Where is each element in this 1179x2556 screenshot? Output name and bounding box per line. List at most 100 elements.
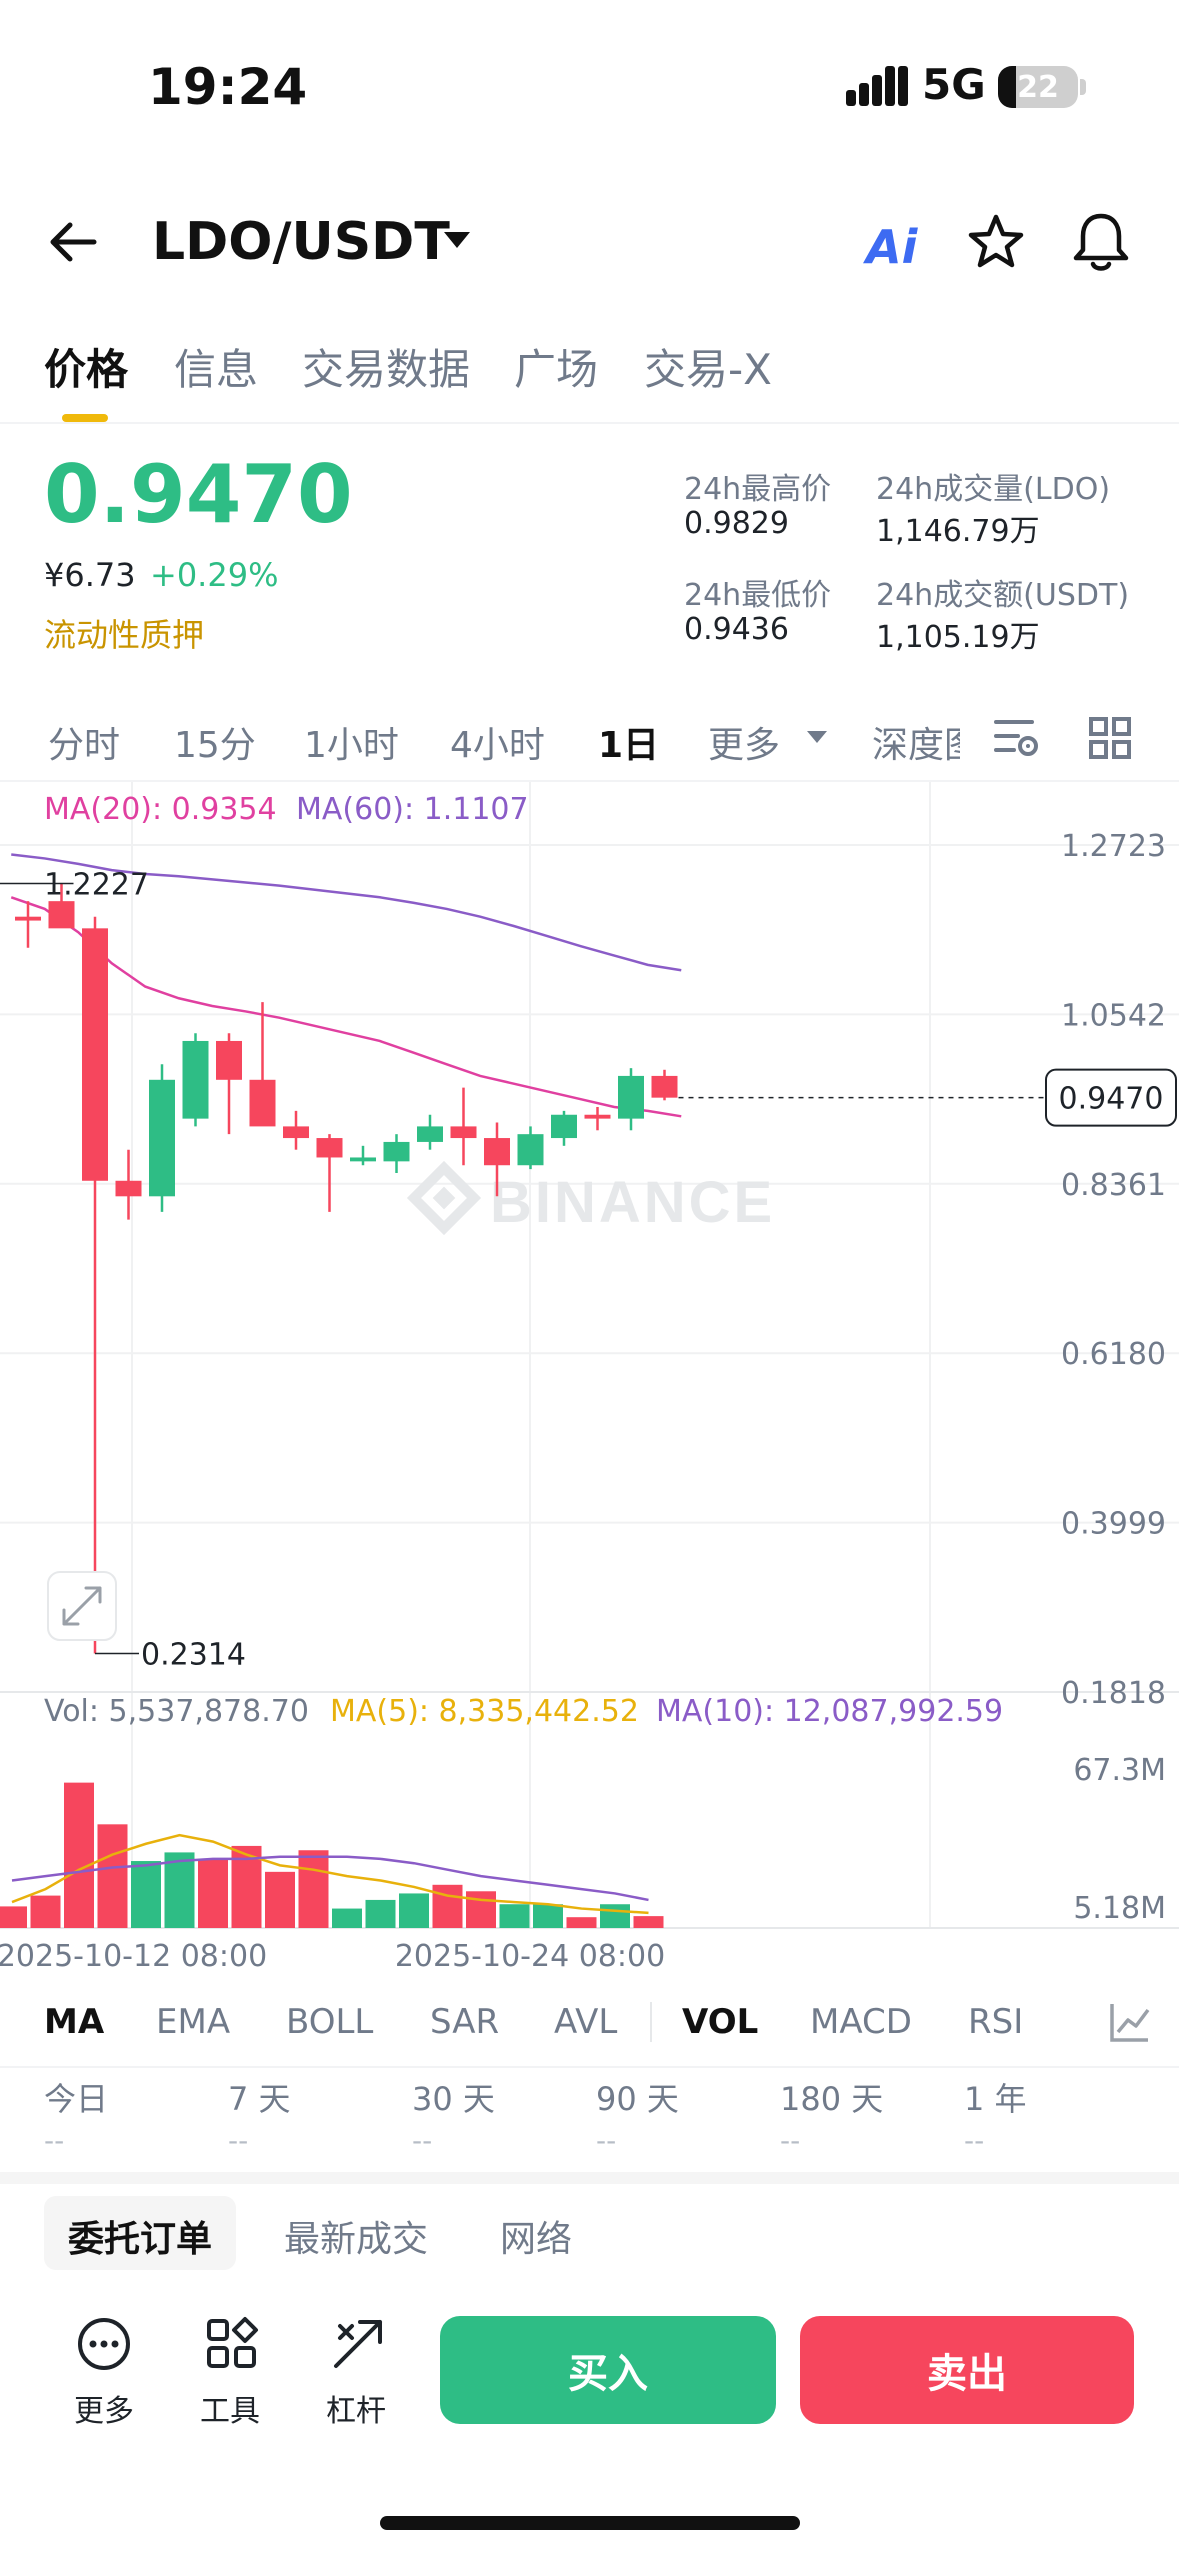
period-1y-label: 1 年 [964,2080,1027,2118]
candle-body [15,916,41,921]
tab-active-indicator [62,414,108,422]
divider [0,780,1179,782]
indicator-ema[interactable]: EMA [156,2002,231,2042]
tab-open-orders[interactable]: 委托订单 [68,2219,213,2260]
candle-body [182,1040,209,1119]
indicator-sar[interactable]: SAR [430,2002,500,2042]
y-axis-label: 0.3999 [1061,1507,1166,1542]
volume-bar [198,1858,228,1928]
indicator-macd[interactable]: MACD [810,2002,912,2042]
y-axis-label: 0.1818 [1061,1676,1166,1711]
low-price-label: 0.2314 [141,1637,246,1672]
tab-latest-trades[interactable]: 最新成交 [284,2219,429,2260]
pair-title[interactable]: LDO/USDT [152,212,450,272]
interval-15m[interactable]: 15分 [174,725,256,766]
candlestick-chart[interactable]: BINANCE 1.2723 1.0542 0.8361 0.6180 0.3999 0.… [0,782,1179,1972]
volume-ma5-legend: MA(5): 8,335,442.52 [330,1694,639,1729]
x-axis-label: 2025-10-12 08:00 [0,1939,267,1972]
interval-1h[interactable]: 1小时 [304,725,399,766]
indicator-settings-icon[interactable] [1108,2000,1152,2044]
last-price: 0.9470 [44,448,353,541]
period-30d-label: 30 天 [412,2080,495,2118]
volume-ldo-label: 24h成交量(LDO) [876,472,1111,507]
indicator-boll[interactable]: BOLL [286,2002,374,2042]
current-price-label: 0.9470 [1059,1082,1164,1117]
volume-ma5-line [11,1833,649,1915]
back-arrow-icon[interactable] [44,212,104,272]
turnover-usdt-label: 24h成交额(USDT) [876,578,1130,613]
more-icon[interactable] [76,2316,132,2372]
interval-4h[interactable]: 4小时 [450,725,545,766]
divider [0,2066,1179,2068]
high-24h-value: 0.9829 [684,506,789,541]
more-caret-icon[interactable] [806,730,828,744]
buy-button[interactable]: 买入 [440,2316,776,2424]
indicator-separator [650,2002,652,2042]
high-24h-label: 24h最高价 [684,472,832,507]
period-7d-value: -- [228,2124,249,2157]
category-tag[interactable]: 流动性质押 [44,616,205,654]
tools-button-label[interactable]: 工具 [200,2394,260,2429]
candle-body [517,1134,544,1166]
interval-depth[interactable]: 深度图 [872,725,960,766]
volume-bar [0,1906,27,1928]
chart-settings-icon[interactable] [992,716,1040,760]
tab-info[interactable]: 信息 [174,345,259,394]
low-24h-label: 24h最低价 [684,578,832,613]
indicator-vol[interactable]: VOL [682,2002,759,2042]
interval-more[interactable]: 更多 [708,725,781,766]
volume-axis-label: 67.3M [1073,1753,1166,1788]
interval-1d[interactable]: 1日 [598,725,660,766]
network-type: 5G [922,60,986,109]
volume-ma10-legend: MA(10): 12,087,992.59 [656,1694,1004,1729]
tab-trade-x[interactable]: 交易-X [644,345,772,394]
more-button-label[interactable]: 更多 [74,2394,134,2429]
y-axis-label: 0.6180 [1061,1337,1166,1372]
ma60-line [11,853,682,972]
battery-icon: 22 [998,66,1078,108]
period-90d-label: 90 天 [596,2080,679,2118]
sell-button[interactable]: 卖出 [800,2316,1134,2424]
high-price-label: 1.2227 [44,868,149,903]
star-icon[interactable] [966,212,1026,272]
volume-bar [600,1904,630,1928]
indicator-ma[interactable]: MA [44,2002,105,2042]
grid-layout-icon[interactable] [1088,716,1132,760]
indicator-rsi[interactable]: RSI [968,2002,1024,2042]
candle-body [618,1075,644,1119]
period-180d-value: -- [780,2124,801,2157]
volume-bar [399,1893,429,1928]
tab-network[interactable]: 网络 [500,2219,573,2260]
signal-icon [846,66,908,106]
tab-trading-data[interactable]: 交易数据 [302,345,471,394]
period-today-label: 今日 [44,2080,109,2118]
indicator-avl[interactable]: AVL [554,2002,618,2042]
expand-chart-icon[interactable] [47,1571,117,1641]
price-change-percent: +0.29% [150,556,279,594]
volume-bar [332,1908,362,1928]
volume-ma10-line [11,1855,649,1902]
cny-price: ¥6.73 [44,556,136,594]
interval-time-share[interactable]: 分时 [48,725,121,766]
caret-down-icon[interactable] [442,230,472,250]
tab-square[interactable]: 广场 [514,345,599,394]
leverage-button-label[interactable]: 杠杆 [326,2394,386,2429]
tab-price[interactable]: 价格 [44,345,129,394]
candle-body [551,1114,577,1139]
period-180d-label: 180 天 [780,2080,884,2118]
leverage-icon[interactable] [330,2316,386,2372]
bell-icon[interactable] [1070,210,1132,274]
binance-watermark: BINANCE [490,1170,775,1235]
tools-icon[interactable] [204,2316,260,2372]
battery-tip [1080,79,1086,95]
volume-bar [533,1904,563,1928]
volume-ldo-value: 1,146.79万 [876,514,1040,549]
x-axis-label: 2025-10-24 08:00 [395,1939,665,1972]
candle-body [450,1126,477,1139]
candle-body [149,1079,175,1197]
candle-body [115,1180,142,1197]
status-time: 19:24 [148,58,308,116]
ai-assistant-icon[interactable]: Ai [866,220,918,274]
home-indicator [380,2516,800,2530]
y-axis-label: 1.2723 [1061,829,1166,864]
